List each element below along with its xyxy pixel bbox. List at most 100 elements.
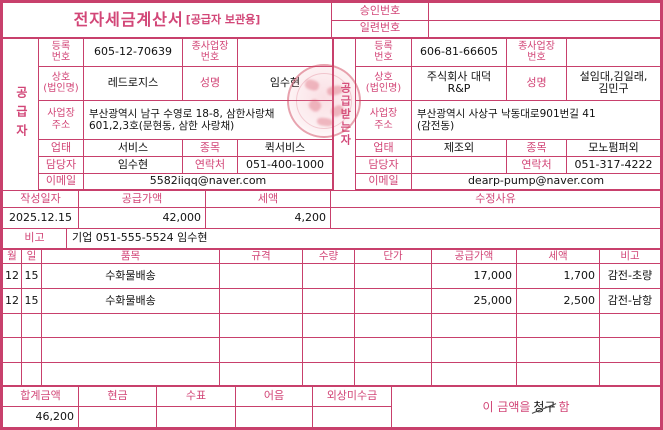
item-row — [3, 314, 660, 338]
supplier-company-label: 상호 (법인명) — [39, 66, 84, 101]
item-spec — [220, 363, 303, 386]
buyer-email-label: 이메일 — [356, 174, 412, 190]
buyer-biztype-label: 업태 — [356, 140, 412, 158]
buyer-bizitem-label: 종목 — [507, 140, 567, 158]
invoice-title: 전자세금계산서 — [73, 9, 184, 29]
total-amount-value: 46,200 — [3, 406, 79, 427]
item-unitprice — [355, 363, 432, 386]
item-note — [600, 314, 660, 338]
item-spec — [220, 264, 303, 289]
supplier-biztype-label: 업태 — [39, 140, 84, 158]
buyer-block: 공급받는자 등록 번호 606-81-66605 종사업장 번호 상호 (법인명… — [332, 39, 660, 191]
item-day — [22, 314, 42, 338]
item-supply — [432, 338, 517, 363]
buyer-side-label: 공급받는자 — [334, 39, 356, 191]
supplier-email-value: 5582iiqq@naver.com — [84, 174, 332, 190]
col-month: 월 — [3, 250, 22, 264]
buyer-contact-label: 연락처 — [507, 157, 567, 175]
revision-reason-label: 수정사유 — [331, 191, 660, 208]
items-header-row: 월 일 품목 규격 수량 단가 공급가액 세액 비고 — [3, 250, 660, 264]
supplier-side-label: 공급자 — [3, 39, 39, 191]
buyer-contact-value: 051-317-4222 — [567, 157, 660, 175]
item-qty — [303, 289, 355, 314]
approval-number-value — [429, 3, 660, 21]
cash-value — [79, 406, 157, 427]
item-note: 감전-초량 — [600, 264, 660, 289]
item-row: 12 15 수화물배송 17,000 1,700 감전-초량 — [3, 264, 660, 289]
buyer-regno-label: 등록 번호 — [356, 39, 412, 67]
item-month — [3, 363, 22, 386]
buyer-address-value: 부산광역시 사상구 낙동대로901번길 41 (감전동) — [412, 101, 660, 141]
item-supply — [432, 314, 517, 338]
tax-amount-label: 세액 — [206, 191, 331, 208]
invoice-title-suffix: [공급자 보관용] — [185, 12, 261, 26]
item-unitprice — [355, 338, 432, 363]
summary-section: 작성일자 공급가액 세액 수정사유 2025.12.15 42,000 4,20… — [3, 190, 660, 249]
item-day: 15 — [22, 289, 42, 314]
supplier-address-label: 사업장 주소 — [39, 100, 84, 141]
col-note: 비고 — [600, 250, 660, 264]
cash-label: 현금 — [79, 387, 157, 407]
col-supply: 공급가액 — [432, 250, 517, 264]
item-qty — [303, 314, 355, 338]
item-supply — [432, 363, 517, 386]
item-qty — [303, 363, 355, 386]
billing-statement-suffix: 함 — [558, 400, 570, 415]
item-row — [3, 363, 660, 386]
buyer-subbiz-value — [567, 39, 660, 67]
check-value — [157, 406, 236, 427]
serial-number-row: 일련번호 — [332, 20, 660, 38]
billing-statement-prefix: 이 금액을 — [482, 400, 531, 415]
remarks-label: 비고 — [3, 229, 67, 249]
col-unitprice: 단가 — [355, 250, 432, 264]
buyer-address-label: 사업장 주소 — [356, 100, 412, 141]
buyer-email-value: dearp-pump@naver.com — [412, 174, 660, 190]
header-section: 전자세금계산서 [공급자 보관용] 승인번호 일련번호 — [3, 3, 660, 38]
supplier-ceo-label: 성명 — [183, 66, 238, 101]
item-name: 수화물배송 — [42, 289, 220, 314]
supply-amount-label: 공급가액 — [79, 191, 206, 208]
item-name — [42, 363, 220, 386]
col-item: 품목 — [42, 250, 220, 264]
parties-section: 공급자 등록 번호 605-12-70639 종사업장 번호 상호 (법인명) … — [3, 38, 660, 191]
page-title: 전자세금계산서 [공급자 보관용] — [3, 3, 332, 38]
item-name — [42, 314, 220, 338]
col-tax: 세액 — [517, 250, 600, 264]
supplier-manager-label: 담당자 — [39, 157, 84, 175]
supplier-address-value: 부산광역시 남구 수영로 18-8, 삼한사랑채 601,2,3호(문현동, 삼… — [84, 101, 332, 141]
item-tax — [517, 338, 600, 363]
check-label: 수표 — [157, 387, 236, 407]
item-qty — [303, 338, 355, 363]
item-qty — [303, 264, 355, 289]
buyer-bizitem-value: 모노펌퍼외 — [567, 140, 660, 158]
totals-value-row: 46,200 — [3, 406, 392, 427]
item-unitprice — [355, 314, 432, 338]
item-tax: 2,500 — [517, 289, 600, 314]
item-name — [42, 338, 220, 363]
item-supply: 25,000 — [432, 289, 517, 314]
col-day: 일 — [22, 250, 42, 264]
totals-section: 합계금액 현금 수표 어음 외상미수금 46,200 이 금액을 청구 함 — [3, 386, 660, 427]
buyer-regno-value: 606-81-66605 — [412, 39, 507, 67]
item-note — [600, 338, 660, 363]
supplier-block: 공급자 등록 번호 605-12-70639 종사업장 번호 상호 (법인명) … — [3, 39, 332, 191]
item-tax — [517, 314, 600, 338]
serial-number-value — [429, 21, 660, 38]
receivable-label: 외상미수금 — [313, 387, 392, 407]
item-supply: 17,000 — [432, 264, 517, 289]
date-label: 작성일자 — [3, 191, 79, 208]
supplier-bizitem-value: 퀵서비스 — [238, 140, 332, 158]
bill-value — [236, 406, 313, 427]
supply-amount-value: 42,000 — [79, 208, 206, 229]
supplier-regno-label: 등록 번호 — [39, 39, 84, 67]
item-month — [3, 338, 22, 363]
buyer-subbiz-label: 종사업장 번호 — [507, 39, 567, 67]
buyer-biztype-value: 제조외 — [412, 140, 507, 158]
col-spec: 규격 — [220, 250, 303, 264]
item-month — [3, 314, 22, 338]
items-table: 월 일 품목 규격 수량 단가 공급가액 세액 비고 12 15 수화물배송 1… — [3, 249, 660, 386]
item-unitprice — [355, 264, 432, 289]
supplier-email-label: 이메일 — [39, 174, 84, 190]
item-row: 12 15 수화물배송 25,000 2,500 감전-남항 — [3, 289, 660, 314]
item-tax: 1,700 — [517, 264, 600, 289]
